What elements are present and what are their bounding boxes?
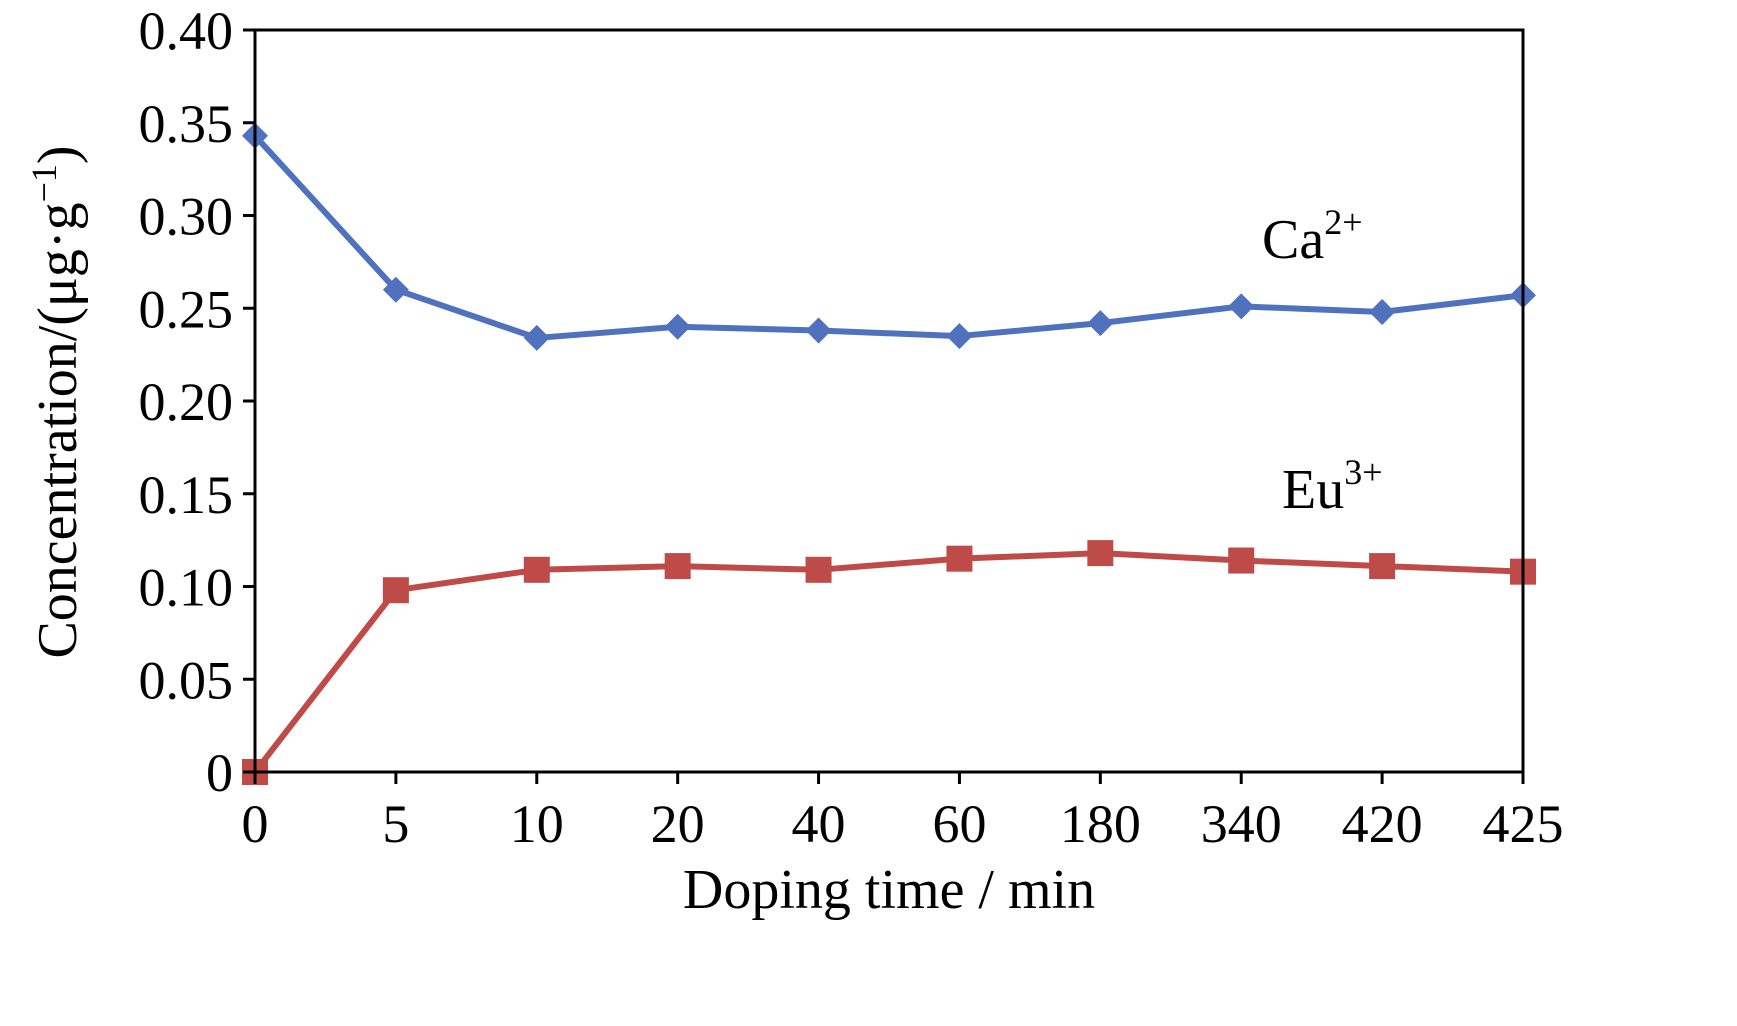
data-point-ca xyxy=(523,324,550,351)
x-axis-title: Doping time / min xyxy=(683,859,1095,921)
data-point-eu xyxy=(523,556,550,583)
x-tick-label: 0 xyxy=(242,794,269,854)
data-point-eu xyxy=(1087,540,1114,567)
axis-ticks xyxy=(243,28,1525,784)
x-tick-label: 10 xyxy=(510,794,564,854)
y-tick-label: 0.15 xyxy=(139,465,234,525)
series-label-eu: Eu3+ xyxy=(1282,452,1383,521)
x-tick-label: 420 xyxy=(1342,794,1423,854)
y-tick-label: 0.30 xyxy=(139,187,234,247)
series-line-ca xyxy=(252,133,1524,341)
x-tick-label: 40 xyxy=(792,794,846,854)
data-point-eu xyxy=(1369,553,1396,580)
series-markers xyxy=(242,122,1536,785)
y-tick-label: 0.10 xyxy=(139,558,234,618)
data-point-eu xyxy=(382,577,409,604)
data-point-ca xyxy=(664,313,691,340)
data-point-ca xyxy=(1369,298,1396,325)
x-tick-label: 20 xyxy=(651,794,705,854)
data-point-ca xyxy=(946,323,973,350)
y-tick-label: 0.05 xyxy=(139,650,234,710)
y-tick-labels: 0 0.05 0.10 0.15 0.20 0.25 0.30 0.35 0.40 xyxy=(139,1,234,803)
series-label-ca: Ca2+ xyxy=(1262,202,1363,271)
x-tick-label: 5 xyxy=(382,794,409,854)
data-point-ca xyxy=(382,276,409,303)
series-label-eu-superscript: 3+ xyxy=(1344,452,1382,492)
y-axis-title: Concentration/(μg·g−1) xyxy=(24,145,89,658)
data-point-ca xyxy=(1087,310,1114,337)
plot-frame xyxy=(253,28,1525,774)
data-point-eu xyxy=(664,553,691,580)
series-line-eu xyxy=(252,550,1524,774)
y-tick-label: 0.35 xyxy=(139,94,234,154)
x-tick-label: 180 xyxy=(1060,794,1141,854)
data-point-eu xyxy=(1228,547,1255,574)
x-tick-label: 60 xyxy=(932,794,986,854)
y-tick-label: 0 xyxy=(206,743,233,803)
x-tick-labels: 0 5 10 20 40 60 180 340 420 425 xyxy=(242,794,1564,854)
data-point-ca xyxy=(1228,293,1255,320)
data-point-eu xyxy=(946,545,973,572)
y-axis-title-superscript: −1 xyxy=(24,164,64,202)
series-label-ca-superscript: 2+ xyxy=(1324,202,1362,242)
x-tick-label: 340 xyxy=(1201,794,1282,854)
x-tick-label: 425 xyxy=(1483,794,1564,854)
y-tick-label: 0.40 xyxy=(139,1,234,61)
y-tick-label: 0.25 xyxy=(139,279,234,339)
data-point-ca xyxy=(805,317,832,344)
series-lines xyxy=(252,133,1524,774)
y-tick-label: 0.20 xyxy=(139,372,234,432)
data-point-eu xyxy=(805,556,832,583)
